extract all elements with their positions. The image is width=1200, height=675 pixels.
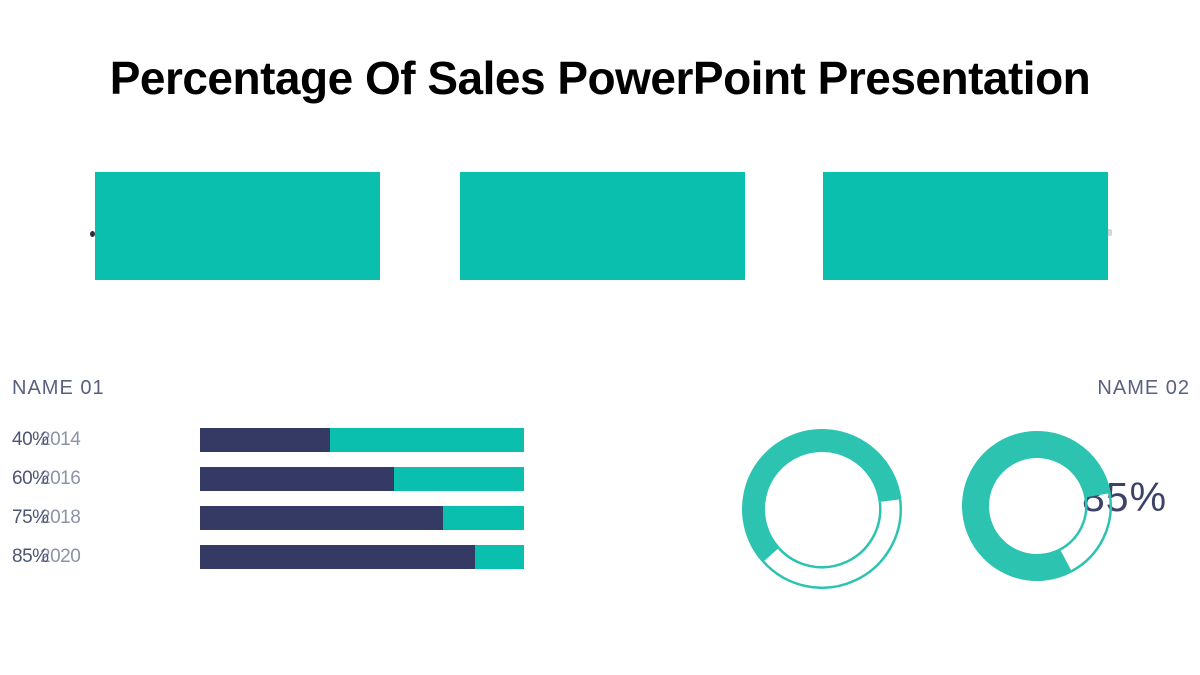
bar-fill-segment — [200, 545, 476, 569]
bar-year-label: 2014 — [40, 429, 81, 450]
bar-fill-segment — [200, 467, 395, 491]
placeholder-rect-2 — [460, 172, 745, 280]
donut-gap-outline-inner — [777, 501, 882, 569]
bar-year-label: 2016 — [40, 468, 81, 489]
stray-mark-left — [90, 231, 95, 237]
bar-percent-label: 85% — [12, 546, 49, 567]
bar-row — [200, 545, 524, 569]
bar-percent-label: 40% — [12, 429, 49, 450]
placeholder-rect-3 — [823, 172, 1108, 280]
bar-row-label: 2018 75% — [12, 506, 192, 530]
bar-row-label: 2014 40% — [12, 428, 192, 452]
donut-fill-arc — [962, 431, 1111, 581]
bar-chart-labels: 2014 40% 2016 60% 2018 75% 2020 85% — [12, 428, 192, 584]
bar-remainder-segment — [475, 545, 524, 569]
bar-remainder-segment — [329, 428, 524, 452]
bar-percent-label: 75% — [12, 507, 49, 528]
slide-title: Percentage Of Sales PowerPoint Presentat… — [109, 51, 1091, 104]
bar-row — [200, 467, 524, 491]
bar-year-label: 2020 — [40, 546, 81, 567]
donut-gap-outline-outer — [762, 499, 902, 589]
bar-row — [200, 506, 524, 530]
bar-fill-segment — [200, 428, 330, 452]
bar-year-label: 2018 — [40, 507, 81, 528]
bar-remainder-segment — [443, 506, 524, 530]
bar-remainder-segment — [394, 467, 524, 491]
bar-chart — [200, 428, 524, 584]
placeholder-rect-1 — [95, 172, 380, 280]
bar-percent-label: 60% — [12, 468, 49, 489]
bar-fill-segment — [200, 506, 443, 530]
donut-fill-arc — [742, 429, 902, 563]
donut-value-label: 85% — [1082, 474, 1168, 520]
left-section-heading: NAME 01 — [12, 377, 105, 399]
bar-row — [200, 428, 524, 452]
right-section-heading: NAME 02 — [1097, 377, 1190, 399]
bar-row-label: 2020 85% — [12, 545, 192, 569]
bar-row-label: 2016 60% — [12, 467, 192, 491]
